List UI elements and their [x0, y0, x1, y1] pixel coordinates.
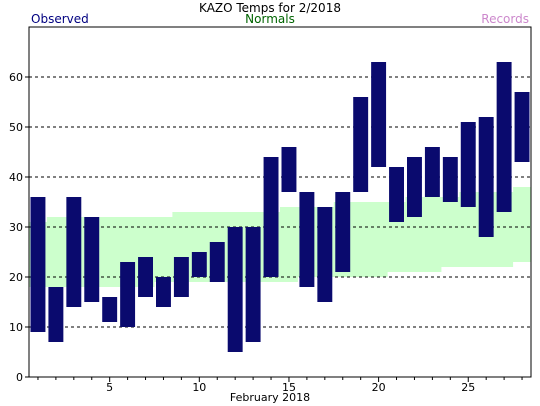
observed-bar-day-13 — [245, 227, 261, 342]
observed-bar-day-25 — [460, 122, 476, 207]
legend-records: Records — [481, 12, 529, 26]
observed-bar-day-18 — [335, 192, 351, 272]
observed-bars — [30, 62, 530, 352]
y-tick-label: 30 — [9, 221, 23, 234]
observed-bar-day-1 — [30, 197, 46, 332]
observed-bar-day-19 — [353, 97, 369, 192]
y-tick-label: 0 — [16, 371, 23, 384]
x-tick-label: 25 — [461, 381, 475, 394]
normals-band-area — [29, 187, 531, 287]
observed-bar-day-24 — [442, 157, 458, 202]
y-tick-label: 60 — [9, 71, 23, 84]
observed-bar-day-23 — [424, 147, 440, 197]
x-tick-label: 5 — [106, 381, 113, 394]
observed-bar-day-27 — [496, 62, 512, 212]
observed-bar-day-16 — [299, 192, 315, 287]
y-tick-label: 40 — [9, 171, 23, 184]
observed-bar-day-7 — [138, 257, 153, 297]
observed-bar-day-6 — [120, 262, 136, 327]
y-tick-label: 20 — [9, 271, 23, 284]
x-tick-label: 10 — [192, 381, 206, 394]
y-tick-label: 50 — [9, 121, 23, 134]
legend-normals: Normals — [245, 12, 295, 26]
observed-bar-day-2 — [48, 287, 64, 342]
observed-bar-day-4 — [84, 217, 100, 302]
observed-bar-day-17 — [317, 207, 333, 302]
observed-bar-day-26 — [478, 117, 494, 237]
plot-frame — [28, 26, 532, 378]
observed-bar-day-21 — [389, 167, 404, 222]
x-axis-label: February 2018 — [229, 391, 311, 404]
observed-bar-day-8 — [156, 277, 171, 307]
observed-bar-day-10 — [191, 252, 207, 277]
observed-bar-day-22 — [407, 157, 422, 217]
legend-observed: Observed — [31, 12, 89, 26]
observed-bar-day-15 — [281, 147, 297, 192]
chart-title: KAZO Temps for 2/2018 — [199, 1, 341, 15]
observed-bar-day-3 — [66, 197, 82, 307]
axis-ticks: 0 10 20 30 40 50 60 5 10 15 20 25 — [9, 71, 523, 394]
x-tick-label: 15 — [282, 381, 296, 394]
observed-bar-day-14 — [263, 157, 279, 277]
y-tick-label: 10 — [9, 321, 23, 334]
normals-band — [29, 187, 531, 287]
observed-bar-day-20 — [371, 62, 387, 167]
observed-bar-day-5 — [102, 297, 118, 322]
observed-bar-day-11 — [209, 242, 225, 282]
x-tick-label: 20 — [372, 381, 386, 394]
observed-bar-day-12 — [227, 227, 243, 352]
observed-bar-day-9 — [173, 257, 189, 297]
observed-bar-day-28 — [514, 92, 530, 162]
